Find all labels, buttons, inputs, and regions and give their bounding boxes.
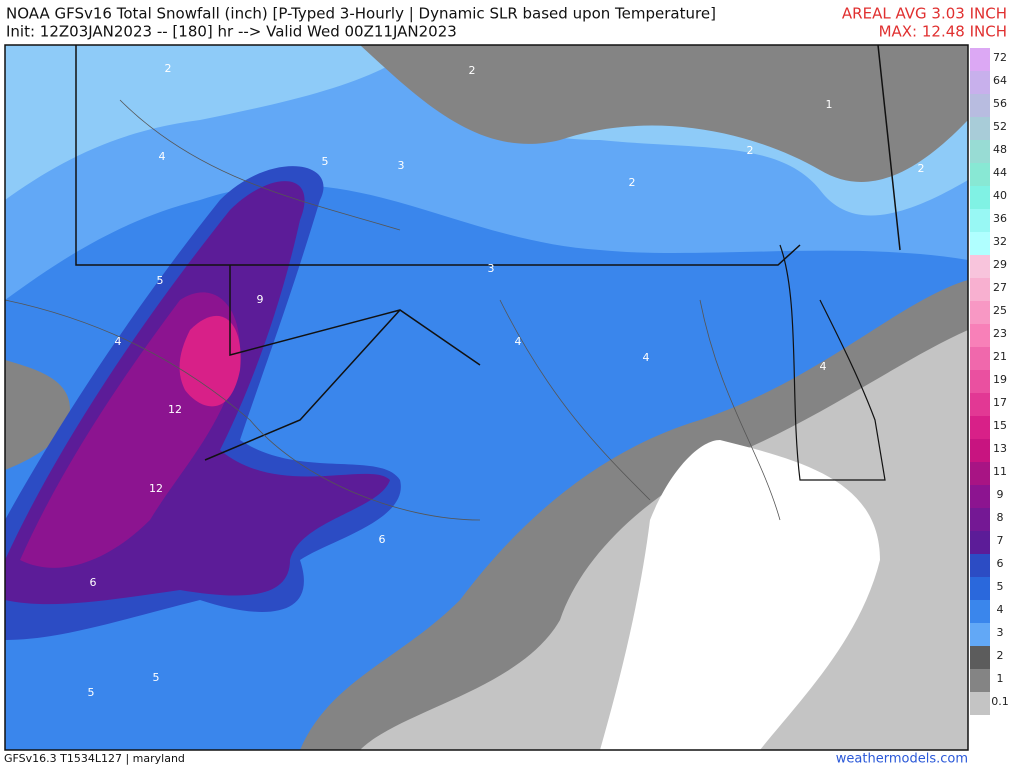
colorbar-label: 32	[993, 235, 1007, 248]
contour-label: 2	[747, 144, 754, 157]
colorbar-label: 11	[993, 465, 1007, 478]
colorbar-swatch	[970, 462, 990, 485]
colorbar-label: 9	[997, 488, 1004, 501]
title: NOAA GFSv16 Total Snowfall (inch) [P-Typ…	[6, 5, 716, 23]
colorbar-label: 23	[993, 327, 1007, 340]
colorbar-swatch	[970, 646, 990, 669]
colorbar-label: 4	[997, 603, 1004, 616]
colorbar-label: 0.1	[991, 695, 1009, 708]
contour-label: 3	[488, 262, 495, 275]
colorbar-swatch	[970, 186, 990, 209]
colorbar-swatch	[970, 370, 990, 393]
colorbar-swatch	[970, 347, 990, 370]
contour-label: 2	[918, 162, 925, 175]
site: weathermodels.com	[836, 752, 968, 767]
contour-label: 2	[469, 64, 476, 77]
colorbar-swatch	[970, 278, 990, 301]
colorbar-swatch	[970, 232, 990, 255]
colorbar-label: 19	[993, 373, 1007, 386]
max-value: MAX: 12.48 INCH	[879, 23, 1007, 41]
colorbar-swatch	[970, 163, 990, 186]
colorbar-label: 21	[993, 350, 1007, 363]
colorbar-label: 48	[993, 143, 1007, 156]
colorbar-swatch	[970, 623, 990, 646]
colorbar-label: 1	[997, 672, 1004, 685]
colorbar-swatch	[970, 324, 990, 347]
contour-label: 9	[257, 293, 264, 306]
contour-label: 2	[629, 176, 636, 189]
colorbar-swatch	[970, 416, 990, 439]
colorbar-swatch	[970, 485, 990, 508]
colorbar-label: 5	[997, 580, 1004, 593]
contour-label: 5	[322, 155, 329, 168]
colorbar-swatch	[970, 600, 990, 623]
colorbar-label: 44	[993, 166, 1007, 179]
contour-label: 4	[643, 351, 650, 364]
colorbar-label: 29	[993, 258, 1007, 271]
contour-label: 1	[826, 98, 833, 111]
colorbar-swatch	[970, 577, 990, 600]
colorbar: 7264565248444036322927252321191715131198…	[970, 48, 1009, 715]
colorbar-swatch	[970, 255, 990, 278]
colorbar-swatch	[970, 301, 990, 324]
contour-label: 2	[165, 62, 172, 75]
contour-label: 4	[515, 335, 522, 348]
colorbar-label: 7	[997, 534, 1004, 547]
colorbar-label: 56	[993, 97, 1007, 110]
colorbar-label: 15	[993, 419, 1007, 432]
colorbar-label: 64	[993, 74, 1007, 87]
colorbar-swatch	[970, 393, 990, 416]
colorbar-swatch	[970, 117, 990, 140]
colorbar-label: 25	[993, 304, 1007, 317]
colorbar-swatch	[970, 692, 990, 715]
colorbar-label: 27	[993, 281, 1007, 294]
subtitle: Init: 12Z03JAN2023 -- [180] hr --> Valid…	[6, 23, 457, 41]
colorbar-label: 13	[993, 442, 1007, 455]
colorbar-swatch	[970, 209, 990, 232]
contour-label: 12	[168, 403, 182, 416]
colorbar-swatch	[970, 508, 990, 531]
colorbar-label: 40	[993, 189, 1007, 202]
colorbar-swatch	[970, 140, 990, 163]
contour-label: 5	[157, 274, 164, 287]
contour-label: 5	[153, 671, 160, 684]
colorbar-swatch	[970, 48, 990, 71]
contour-label: 4	[115, 335, 122, 348]
colorbar-swatch	[970, 531, 990, 554]
contour-label: 6	[379, 533, 386, 546]
colorbar-label: 72	[993, 51, 1007, 64]
colorbar-label: 6	[997, 557, 1004, 570]
contour-label: 3	[398, 159, 405, 172]
contour-label: 4	[159, 150, 166, 163]
colorbar-label: 3	[997, 626, 1004, 639]
contour-label: 4	[820, 360, 827, 373]
colorbar-label: 8	[997, 511, 1004, 524]
colorbar-swatch	[970, 669, 990, 692]
colorbar-swatch	[970, 94, 990, 117]
contour-label: 12	[149, 482, 163, 495]
contour-label: 5	[88, 686, 95, 699]
run-info: GFSv16.3 T1534L127 | maryland	[4, 752, 185, 765]
colorbar-label: 2	[997, 649, 1004, 662]
colorbar-swatch	[970, 554, 990, 577]
colorbar-swatch	[970, 71, 990, 94]
areal-avg: AREAL AVG 3.03 INCH	[842, 5, 1007, 23]
contour-label: 6	[90, 576, 97, 589]
colorbar-label: 52	[993, 120, 1007, 133]
colorbar-label: 36	[993, 212, 1007, 225]
colorbar-swatch	[970, 439, 990, 462]
colorbar-label: 17	[993, 396, 1007, 409]
